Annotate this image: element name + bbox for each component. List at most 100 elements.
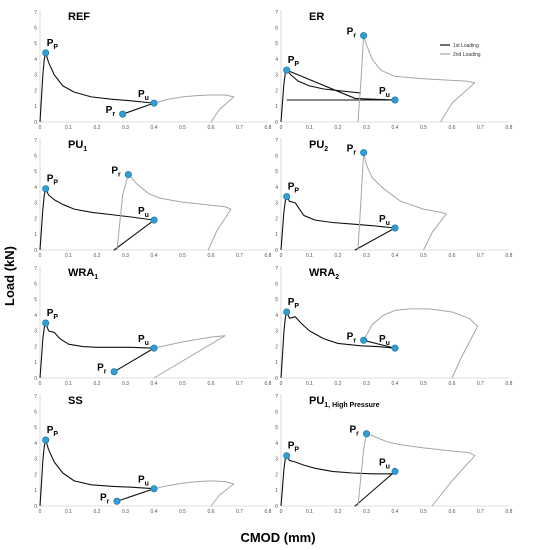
point-label-pp: PP [288, 297, 300, 310]
series-line-1st-loading [354, 471, 396, 507]
y-tick-label: 3 [34, 73, 37, 79]
panel-title: SS [68, 395, 83, 407]
x-tick-label: 0.8 [265, 125, 272, 131]
point-marker-pr [360, 149, 368, 157]
x-tick-label: 0.2 [94, 509, 101, 515]
point-marker-pr [119, 110, 127, 118]
x-tick-label: 0.8 [506, 509, 513, 515]
x-tick-label: 0.8 [265, 509, 272, 515]
y-tick-label: 6 [275, 410, 278, 416]
y-tick-label: 4 [275, 313, 278, 319]
x-tick-label: 0.7 [236, 125, 243, 131]
y-tick-label: 1 [34, 488, 37, 494]
x-tick-label: 0.7 [236, 509, 243, 515]
x-tick-label: 0.2 [94, 253, 101, 259]
point-label-pu: Pu [138, 475, 149, 488]
x-tick-label: 0.1 [306, 125, 313, 131]
y-tick-label: 5 [34, 425, 37, 431]
x-tick-label: 0.5 [179, 381, 186, 387]
panel-title: PU1, High Pressure [309, 395, 380, 409]
x-tick-label: 0.8 [265, 381, 272, 387]
x-tick-label: 0.5 [179, 253, 186, 259]
x-tick-label: 0.5 [179, 125, 186, 131]
y-tick-label: 7 [275, 10, 278, 16]
y-tick-label: 5 [275, 425, 278, 431]
point-marker-pp [283, 308, 291, 316]
y-tick-label: 4 [275, 185, 278, 191]
panel-title: PU1 [68, 139, 87, 153]
point-label-pp: PP [288, 55, 300, 68]
y-tick-label: 4 [34, 313, 37, 319]
y-tick-label: 5 [275, 169, 278, 175]
x-tick-label: 0.6 [208, 509, 215, 515]
x-tick-label: 0.8 [506, 125, 513, 131]
point-marker-pr [360, 32, 368, 40]
y-tick-label: 1 [275, 104, 278, 110]
point-label-pp: PP [288, 441, 300, 454]
y-tick-label: 2 [34, 88, 37, 94]
point-label-pr: Pr [111, 166, 121, 179]
y-tick-label: 7 [34, 10, 37, 16]
series-line-1st-loading [280, 196, 396, 251]
y-tick-label: 0 [275, 120, 278, 126]
series-line-1st-loading [286, 69, 396, 101]
panel-title: WRA1 [68, 267, 98, 281]
point-label-pp: PP [47, 38, 59, 51]
panel-title: PU2 [309, 139, 328, 153]
x-tick-label: 0.3 [363, 253, 370, 259]
x-axis-title: CMOD (mm) [240, 530, 315, 545]
point-marker-pr [362, 430, 370, 438]
x-tick-label: 0.6 [449, 253, 456, 259]
y-tick-label: 2 [275, 344, 278, 350]
x-tick-label: 0.2 [335, 381, 342, 387]
y-tick-label: 3 [34, 201, 37, 207]
point-marker-pu [391, 96, 399, 104]
point-marker-pu [391, 344, 399, 352]
y-tick-label: 7 [34, 266, 37, 272]
y-tick-label: 1 [275, 488, 278, 494]
x-tick-label: 0.5 [179, 509, 186, 515]
legend: 1st Loading 2nd Loading [440, 43, 481, 58]
y-tick-label: 3 [275, 73, 278, 79]
y-tick-label: 6 [275, 154, 278, 160]
series-line-1st-loading [113, 219, 155, 251]
point-marker-pr [113, 497, 121, 505]
x-tick-label: 0.1 [65, 253, 72, 259]
panel-pu-1-high-pressure: 0 1 2 3 4 5 6 7 0 0.1 0.2 0.3 0.4 0.5 0.6 0.7 0.8 PP Pr Pu P… [275, 394, 512, 515]
x-tick-label: 0.4 [392, 253, 399, 259]
y-tick-label: 4 [34, 185, 37, 191]
series-line-1st-loading [113, 347, 155, 373]
x-tick-label: 0.3 [122, 125, 129, 131]
x-tick-label: 0.5 [420, 253, 427, 259]
point-marker-pp [283, 452, 291, 460]
point-label-pr: Pr [347, 27, 357, 40]
series-line-1st-loading [122, 102, 155, 115]
y-tick-label: 3 [275, 329, 278, 335]
y-tick-label: 7 [34, 138, 37, 144]
x-tick-label: 0.4 [151, 253, 158, 259]
y-tick-label: 4 [275, 57, 278, 63]
x-tick-label: 0.4 [392, 381, 399, 387]
x-tick-label: 0.1 [306, 509, 313, 515]
point-marker-pp [42, 436, 50, 444]
x-tick-label: 0.7 [477, 253, 484, 259]
point-marker-pu [150, 99, 158, 107]
y-tick-label: 3 [34, 329, 37, 335]
x-tick-label: 0 [280, 381, 283, 387]
series-line-1st-loading [354, 227, 396, 251]
point-label-pr: Pr [347, 331, 357, 344]
x-tick-label: 0.3 [363, 125, 370, 131]
series-line-2nd-loading [116, 174, 232, 251]
y-tick-label: 6 [34, 282, 37, 288]
point-label-pu: Pu [138, 334, 149, 347]
legend-label-1st-loading: 1st Loading [453, 43, 479, 49]
x-tick-label: 0.4 [151, 509, 158, 515]
series-line-1st-loading [39, 52, 155, 123]
point-marker-pu [391, 467, 399, 475]
y-tick-label: 6 [34, 154, 37, 160]
x-tick-label: 0.4 [151, 381, 158, 387]
point-label-pr: Pr [97, 363, 107, 376]
y-tick-label: 4 [34, 57, 37, 63]
y-tick-label: 1 [275, 232, 278, 238]
series-line-2nd-loading [153, 335, 226, 379]
